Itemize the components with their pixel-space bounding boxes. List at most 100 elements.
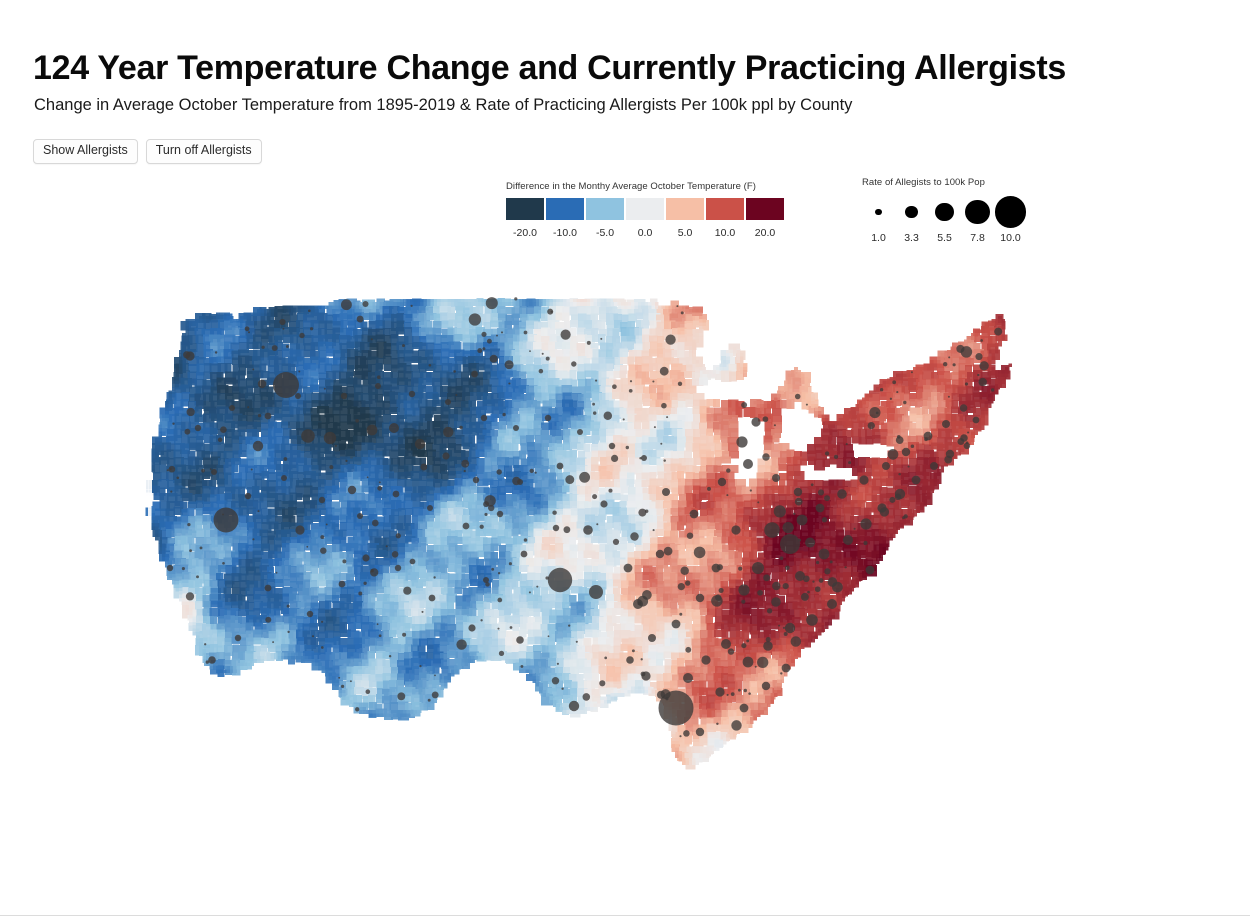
allergist-bubble bbox=[662, 488, 670, 496]
allergist-bubble bbox=[244, 326, 250, 332]
choropleth-map[interactable] bbox=[0, 268, 1250, 878]
allergist-bubble bbox=[402, 632, 407, 637]
allergist-bubble bbox=[485, 582, 490, 587]
allergist-bubble bbox=[370, 338, 373, 341]
allergist-bubble bbox=[234, 634, 242, 642]
allergist-bubble bbox=[853, 527, 856, 530]
allergist-bubble bbox=[957, 438, 965, 446]
allergist-bubble bbox=[520, 550, 528, 558]
show-allergists-button[interactable]: Show Allergists bbox=[33, 139, 138, 164]
allergist-bubble bbox=[208, 656, 216, 664]
allergist-bubble bbox=[959, 404, 968, 412]
allergist-bubble bbox=[577, 429, 583, 435]
allergist-bubble bbox=[796, 514, 808, 526]
allergist-bubble bbox=[707, 486, 711, 491]
allergist-bubble bbox=[648, 634, 656, 642]
allergist-legend-tick-label: 7.8 bbox=[970, 232, 985, 244]
us-county-map-svg[interactable] bbox=[0, 268, 1250, 878]
allergist-legend-bubble bbox=[875, 208, 882, 216]
allergist-bubble bbox=[370, 569, 374, 573]
allergist-bubble bbox=[761, 681, 771, 691]
allergist-bubble bbox=[229, 405, 235, 411]
allergist-bubble bbox=[306, 610, 314, 618]
allergist-bubble bbox=[716, 564, 723, 571]
allergist-bubble bbox=[990, 388, 995, 392]
allergist-bubble bbox=[257, 510, 260, 513]
allergist-bubble bbox=[631, 649, 635, 653]
allergist-bubble bbox=[623, 563, 633, 573]
allergist-bubble bbox=[250, 468, 253, 471]
allergist-bubble bbox=[726, 494, 729, 497]
allergist-bubble bbox=[185, 592, 195, 601]
allergist-rate-legend-bubbles bbox=[862, 194, 1030, 230]
allergist-bubble bbox=[833, 454, 839, 460]
allergist-bubble bbox=[222, 513, 224, 516]
allergist-bubble bbox=[252, 538, 255, 541]
allergist-bubble bbox=[742, 656, 754, 668]
allergist-bubble bbox=[693, 546, 706, 559]
allergist-bubble bbox=[829, 560, 833, 564]
allergist-legend-bubble-cell bbox=[895, 194, 928, 230]
allergist-bubble bbox=[389, 423, 399, 433]
allergist-bubble bbox=[428, 594, 436, 602]
temperature-legend-tick-label: 20.0 bbox=[754, 227, 776, 239]
allergist-bubble bbox=[283, 457, 288, 461]
allergist-bubble bbox=[679, 735, 682, 738]
allergist-bubble bbox=[898, 472, 901, 476]
allergist-legend-bubble bbox=[935, 202, 954, 222]
turn-off-allergists-button[interactable]: Turn off Allergists bbox=[145, 139, 262, 164]
allergist-bubble bbox=[551, 676, 560, 685]
page-subtitle: Change in Average October Temperature fr… bbox=[34, 96, 853, 114]
allergist-legend-bubble bbox=[994, 196, 1027, 228]
allergist-bubble bbox=[821, 517, 828, 523]
allergist-bubble bbox=[875, 411, 879, 415]
allergist-bubble bbox=[942, 420, 950, 428]
allergist-bubble bbox=[726, 468, 731, 473]
allergist-bubble bbox=[556, 662, 559, 665]
allergist-bubble bbox=[563, 526, 571, 534]
allergist-bubble bbox=[508, 382, 511, 385]
allergist-bubble bbox=[560, 329, 571, 340]
allergist-bubble bbox=[783, 632, 788, 636]
temperature-legend-swatch bbox=[706, 198, 744, 220]
allergist-bubble bbox=[824, 568, 831, 575]
allergist-bubble bbox=[794, 393, 801, 400]
allergist-bubble bbox=[459, 425, 463, 430]
allergist-bubble bbox=[477, 348, 483, 354]
allergist-bubble bbox=[818, 578, 824, 583]
allergist-bubble bbox=[378, 634, 382, 638]
allergist-bubble bbox=[963, 442, 971, 450]
allergist-bubble bbox=[978, 377, 987, 387]
allergist-bubble bbox=[911, 475, 921, 485]
allergist-bubble bbox=[677, 381, 683, 386]
allergist-bubble bbox=[257, 413, 262, 418]
allergist-bubble bbox=[879, 388, 884, 392]
allergist-bubble bbox=[661, 402, 667, 409]
allergist-bubble bbox=[366, 424, 378, 436]
allergist-bubble bbox=[604, 656, 608, 660]
allergist-bubble bbox=[497, 572, 501, 575]
allergist-bubble bbox=[395, 533, 401, 539]
allergist-bubble bbox=[812, 580, 815, 583]
allergist-bubble bbox=[523, 330, 528, 335]
allergist-bubble bbox=[377, 375, 381, 379]
allergist-bubble bbox=[592, 402, 595, 406]
allergist-bubble bbox=[887, 449, 899, 460]
allergist-bubble bbox=[391, 550, 399, 558]
allergist-bubble bbox=[529, 468, 534, 474]
allergist-bubble bbox=[375, 383, 381, 389]
allergist-bubble bbox=[275, 571, 278, 574]
allergist-bubble bbox=[975, 353, 983, 361]
allergist-bubble bbox=[271, 345, 278, 351]
allergist-bubble bbox=[721, 639, 731, 649]
allergist-bubble bbox=[763, 641, 773, 651]
allergist-bubble bbox=[309, 327, 314, 331]
allergist-bubble bbox=[764, 522, 780, 538]
allergist-bubble bbox=[817, 489, 825, 496]
allergist-bubble bbox=[743, 688, 747, 693]
allergist-bubble bbox=[308, 309, 311, 313]
allergist-bubble bbox=[837, 489, 847, 499]
allergist-bubble bbox=[194, 424, 202, 432]
allergist-bubble bbox=[556, 462, 564, 470]
